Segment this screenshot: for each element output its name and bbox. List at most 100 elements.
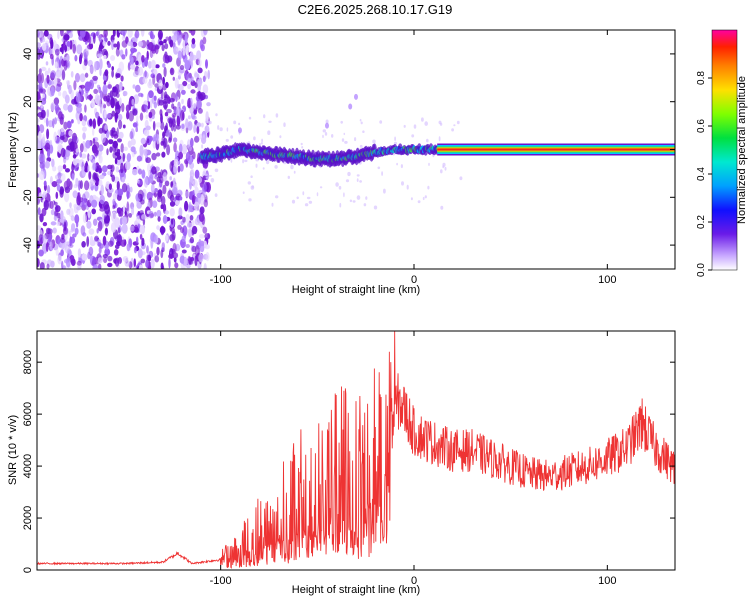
spectrogram-noise-blob — [64, 149, 71, 157]
spectrogram-noise-blob — [79, 151, 82, 158]
spectrogram-noise-blob — [88, 228, 95, 235]
spectrogram-noise-blob — [136, 155, 142, 162]
spectrogram-noise-blob — [45, 242, 49, 252]
spectrogram-noise-blob — [56, 183, 61, 192]
spectrogram-noise-blob — [192, 179, 198, 188]
spectrogram-noise-blob — [81, 241, 86, 248]
spectrogram-noise-blob — [84, 104, 87, 113]
spectrogram-faint-blob — [230, 135, 234, 139]
spectrogram-faint-blob — [453, 124, 456, 127]
spectrogram-faint-blob — [422, 196, 425, 201]
spectrogram-noise-blob — [169, 39, 174, 48]
spectrogram-noise-blob — [173, 158, 179, 167]
spectrogram-noise-blob — [70, 71, 74, 78]
spectrogram-noise-blob — [99, 174, 105, 180]
spectrogram-faint-blob — [354, 137, 357, 142]
spectrogram-noise-blob — [102, 84, 108, 95]
spectrogram-noise-blob — [184, 33, 188, 44]
spectrogram-faint-blob — [400, 164, 403, 169]
spectrogram-noise-blob — [124, 160, 131, 171]
spectrogram-noise-blob — [41, 36, 46, 43]
spectrogram-noise-blob — [169, 176, 172, 181]
spectrogram-y-tick-label: -40 — [22, 237, 34, 253]
spectrogram-noise-blob — [154, 43, 159, 55]
spectrogram-noise-blob — [89, 179, 96, 185]
spectrogram-noise-blob — [151, 152, 157, 161]
spectrogram-noise-blob — [95, 31, 99, 37]
spectrogram-faint-blob — [214, 193, 218, 198]
spectrogram-noise-blob — [169, 248, 176, 253]
spectrogram-noise-blob — [196, 126, 200, 135]
spectrogram-faint-blob — [451, 128, 454, 132]
spectrogram-noise-blob — [167, 117, 174, 124]
spectrogram-noise-blob — [140, 258, 146, 264]
spectrogram-faint-blob — [261, 138, 263, 143]
spectrogram-noise-blob — [160, 169, 164, 179]
spectrogram-noise-blob — [55, 69, 62, 79]
spectrogram-noise-blob — [46, 109, 50, 118]
spectrogram-noise-blob — [137, 92, 143, 97]
spectrogram-noise-blob — [49, 144, 54, 154]
spectrogram-noise-blob — [146, 245, 149, 254]
spectrogram-noise-blob — [45, 61, 49, 66]
spectrogram-noise-blob — [122, 216, 127, 225]
spectrogram-noise-blob — [50, 102, 56, 112]
spectrogram-y-tick-label: -20 — [22, 189, 34, 205]
spectrogram-noise-blob — [64, 191, 70, 203]
spectrogram-noise-blob — [37, 173, 40, 178]
spectrogram-noise-blob — [190, 89, 196, 94]
spectrogram-noise-blob — [181, 249, 187, 254]
spectrogram-noise-blob — [93, 172, 99, 181]
spectrogram-noise-blob — [199, 206, 205, 214]
spectrogram-noise-blob — [177, 215, 183, 220]
spectrogram-noise-blob — [66, 120, 72, 129]
spectrogram-noise-blob — [46, 128, 50, 140]
spectrogram-noise-blob — [87, 164, 90, 174]
spectrogram-noise-blob — [126, 201, 130, 212]
spectrogram-noise-blob — [193, 109, 197, 115]
spectrogram-faint-blob — [271, 202, 274, 207]
spectrogram-faint-blob — [244, 159, 248, 163]
spectrogram-noise-blob — [49, 37, 53, 45]
spectrogram-faint-blob — [411, 134, 415, 138]
spectrogram-noise-blob — [185, 118, 189, 129]
spectrogram-noise-blob — [63, 121, 68, 130]
spectrogram-noise-blob — [136, 115, 139, 123]
spectrogram-noise-blob — [108, 183, 112, 190]
spectrogram-noise-blob — [190, 30, 196, 36]
spectrogram-noise-blob — [188, 72, 192, 79]
snr-y-tick-label: 4000 — [22, 454, 34, 478]
spectrogram-noise-blob — [201, 215, 206, 226]
spectrogram-noise-blob — [176, 105, 180, 116]
spectrogram-noise-blob — [188, 100, 192, 108]
spectrogram-noise-blob — [156, 246, 160, 256]
spectrogram-faint-blob — [438, 136, 441, 142]
spectrogram-noise-blob — [169, 98, 175, 103]
spectrogram-noise-blob — [75, 92, 81, 104]
snr-y-ticks: 0 2000 4000 6000 8000 — [22, 350, 675, 573]
spectrogram-noise-blob — [109, 90, 114, 99]
spectrogram-noise-blob — [198, 176, 202, 184]
spectrogram-noise-blob — [161, 242, 165, 251]
spectrogram-noise-blob — [44, 160, 50, 169]
spectrogram-noise-blob — [57, 30, 60, 40]
spectrogram-noise-blob — [153, 95, 157, 101]
spectrogram-noise-blob — [103, 30, 108, 38]
spectrogram-noise-blob — [171, 227, 175, 234]
spectrogram-noise-blob — [66, 54, 70, 61]
spectrogram-noise-blob — [115, 103, 121, 115]
snr-x-tick-label: -100 — [210, 575, 232, 587]
spectrogram-noise-blob — [97, 220, 103, 232]
spectrogram-noise-blob — [37, 197, 40, 205]
spectrogram-noise-blob — [117, 138, 122, 143]
spectrogram-noise-blob — [37, 257, 40, 268]
spectrogram-noise-blob — [177, 165, 181, 173]
spectrogram-noise-blob — [133, 150, 137, 155]
spectrogram-noise-blob — [119, 97, 122, 107]
spectrogram-noise-blob — [88, 246, 94, 256]
spectrogram-noise-blob — [128, 100, 132, 111]
spectrogram-noise-blob — [94, 235, 99, 242]
spectrogram-noise-blob — [68, 32, 73, 39]
spectrogram-noise-blob — [164, 210, 170, 215]
spectrogram-noise-blob — [127, 30, 133, 38]
